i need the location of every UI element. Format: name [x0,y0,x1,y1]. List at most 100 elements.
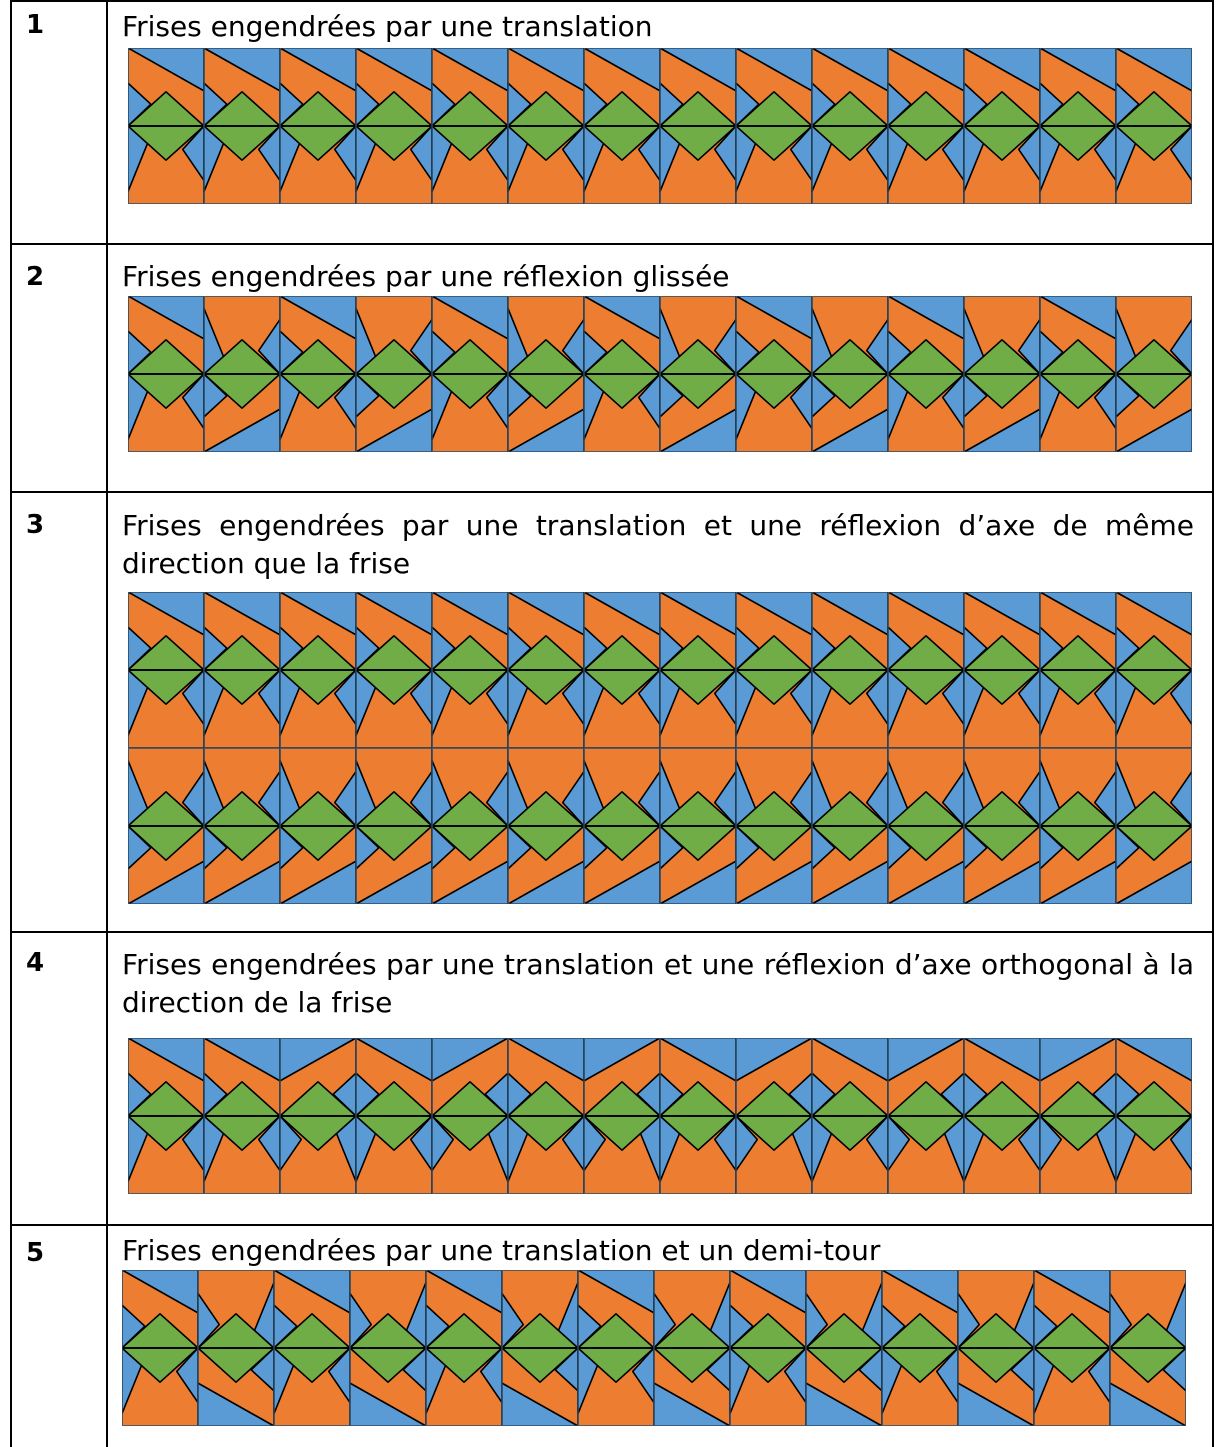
frieze-tile [811,48,889,204]
frieze-tile [659,592,737,749]
table-border-left [10,0,12,1447]
tile-border [1115,48,1192,204]
frieze-tile [963,1038,1041,1194]
frieze-tile [128,592,205,749]
frieze-tile [1039,747,1117,904]
frieze-tile [887,592,965,749]
tile-right-wedge [1169,770,1192,827]
frieze-tile [1115,1038,1192,1194]
frieze-svg [128,296,1192,452]
frieze-tile [735,592,813,749]
frieze-tile [735,747,813,904]
frieze-tile [128,1038,205,1194]
frieze-tile [431,592,509,749]
frieze-tile [963,296,1041,452]
frieze-tile [735,48,813,204]
frieze-tile [583,48,661,204]
row-number: 5 [26,1238,45,1268]
frieze-tile [735,296,813,452]
frieze-tile [887,747,965,904]
frieze-tile [128,296,205,452]
frieze-tile [1039,48,1117,204]
frieze-tile [887,296,965,452]
frieze-tile [811,747,889,904]
frieze-tile [507,296,585,452]
frieze-tile [583,747,661,904]
tile-right-wedge [1169,318,1192,375]
row-separator-3 [10,931,1214,933]
row-separator-1 [10,243,1214,245]
frieze-tile [425,1270,503,1426]
frieze-tile [577,1270,655,1426]
frieze-svg [128,48,1192,204]
row-title: Frises engendrées par une translation et… [122,509,1194,580]
frieze-tile [355,296,433,452]
frieze-svg [122,1270,1186,1426]
frieze-tile [203,1038,281,1194]
frieze-tile [805,1270,883,1426]
frieze-tile [279,592,357,749]
frieze-tile [279,296,357,452]
tile-border [1109,1270,1186,1426]
frieze-tile [1039,592,1117,749]
frieze-tile [811,1038,889,1194]
frieze-tile [507,592,585,749]
frieze-tile [729,1270,807,1426]
frieze-tile [203,296,281,452]
row-number: 1 [26,10,45,40]
row-title: Frises engendrées par une translation et… [122,948,1194,1019]
tile-right-wedge [1169,669,1192,726]
row-number: 4 [26,948,45,978]
frieze-image [122,1270,1186,1426]
frieze-tile [431,296,509,452]
frieze-tile [279,747,357,904]
frieze-tile [197,1270,275,1426]
frieze-tile [957,1270,1035,1426]
frieze-tile [279,1038,357,1194]
frieze-tile [659,1038,737,1194]
frieze-tile [128,48,205,204]
frieze-tile [887,48,965,204]
frieze-tile [273,1270,351,1426]
row-title: Frises engendrées par une translation [122,10,653,43]
frieze-tile [1115,592,1192,749]
frieze-tile [1109,1270,1186,1426]
frieze-tile [355,747,433,904]
frieze-tile [431,48,509,204]
row-separator-2 [10,491,1214,493]
frieze-tile [1033,1270,1111,1426]
frieze-tile [653,1270,731,1426]
frieze-image [128,296,1192,452]
frieze-tile [501,1270,579,1426]
frieze-tile [881,1270,959,1426]
frieze-image [128,1038,1192,1194]
frieze-tile [431,747,509,904]
frieze-tile [583,1038,661,1194]
tile-border [1115,296,1192,452]
frieze-tile [1039,296,1117,452]
tile-right-wedge [1169,125,1192,182]
frieze-tile [507,747,585,904]
tile-border [1115,747,1192,904]
frieze-tile [431,1038,509,1194]
frieze-tile [811,592,889,749]
frieze-tile [203,747,281,904]
frieze-tile [735,1038,813,1194]
frieze-tile [659,747,737,904]
frieze-tile [659,48,737,204]
frieze-tile [355,1038,433,1194]
row-separator-4 [10,1224,1214,1226]
frieze-tile [887,1038,965,1194]
frieze-tile [279,48,357,204]
frieze-tile [963,592,1041,749]
frieze-tile [963,747,1041,904]
frieze-tile [1115,296,1192,452]
frieze-tile [583,592,661,749]
tile-border [1115,1038,1192,1194]
frieze-tile [355,48,433,204]
frieze-tile [583,296,661,452]
frieze-tile [507,48,585,204]
frieze-svg [128,592,1192,904]
table-border-top [10,0,1214,2]
